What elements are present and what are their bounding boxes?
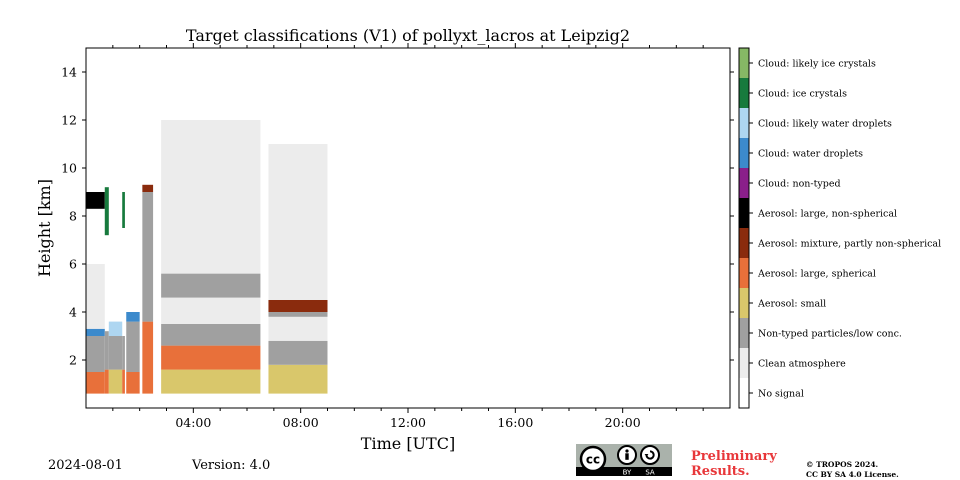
y-tick-label: 6 (69, 257, 77, 272)
svg-text:SA: SA (645, 469, 655, 477)
y-tick-label: 8 (69, 209, 77, 224)
y-tick-label: 10 (61, 161, 77, 176)
preliminary-notice: Preliminary Results. (691, 449, 777, 479)
colorbar-swatch (739, 318, 749, 348)
segment-3-layer-1 (122, 336, 125, 370)
segment-1-layer-0 (104, 369, 109, 394)
segment-5-layer-2 (142, 184, 154, 192)
colorbar-swatch (739, 138, 749, 168)
y-tick-label: 14 (61, 65, 77, 80)
segment-2-layer-2 (108, 321, 123, 336)
colorbar-label: Aerosol: large, spherical (757, 269, 876, 280)
y-tick-label: 4 (69, 305, 77, 320)
x-axis-label: Time [UTC] (361, 434, 455, 453)
segment-4-layer-2 (126, 312, 140, 322)
segment-2-layer-0 (108, 369, 123, 394)
footer-version: Version: 4.0 (192, 458, 271, 473)
segment-0-layer-3 (86, 264, 105, 329)
x-tick-label: 20:00 (605, 415, 641, 430)
preliminary-line2: Results. (691, 464, 750, 479)
segment-5-layer-1 (142, 192, 154, 322)
x-tick-label: 08:00 (283, 415, 319, 430)
colorbar-swatch (739, 288, 749, 318)
svg-text:cc: cc (586, 453, 600, 467)
segment-7-layer-2 (268, 316, 328, 341)
segment-7-layer-0 (268, 364, 328, 394)
segment-4-layer-1 (126, 321, 140, 372)
x-tick-label: 16:00 (497, 415, 533, 430)
colorbar-swatch (739, 348, 749, 378)
colorbar-swatch (739, 258, 749, 288)
colorbar-label: Aerosol: small (757, 299, 826, 310)
x-tick-label: 12:00 (390, 415, 426, 430)
copyright-notice: © TROPOS 2024. CC BY SA 4.0 License. (806, 460, 899, 480)
colorbar-swatch (739, 168, 749, 198)
footer-date: 2024-08-01 (48, 458, 123, 473)
colorbar-swatch (739, 78, 749, 108)
class-colorbar: No signal Clean atmosphere Non-typed parti… (738, 47, 941, 409)
colorbar-swatch (739, 48, 749, 78)
segment-2-layer-1 (108, 336, 123, 370)
svg-text:BY: BY (623, 469, 632, 477)
segment-7-layer-1 (268, 340, 328, 365)
preliminary-line1: Preliminary (691, 449, 777, 464)
cc-by-sa-icon: cc BY SA (576, 444, 672, 476)
y-axis-label: Height [km] (35, 179, 54, 277)
colorbar-label: Cloud: likely ice crystals (758, 59, 876, 70)
segment-0-layer-2 (86, 328, 105, 336)
chart-title: Target classifications (V1) of pollyxt_l… (186, 26, 630, 45)
x-axis: 04:00 08:00 12:00 16:00 20:00 (112, 43, 704, 430)
copyright-line1: © TROPOS 2024. (806, 460, 879, 469)
segment-4-layer-0 (126, 372, 140, 394)
segment-0-layer-4 (86, 192, 105, 209)
colorbar-swatch (739, 198, 749, 228)
segment-1-layer-1 (104, 331, 109, 370)
segment-6-layer-1 (161, 345, 261, 370)
colorbar-label: Aerosol: large, non-spherical (757, 209, 897, 220)
segment-6-layer-2 (161, 324, 261, 346)
copyright-line2: CC BY SA 4.0 License. (806, 470, 899, 479)
colorbar-label: Cloud: ice crystals (758, 89, 847, 100)
colorbar-swatch (739, 378, 749, 408)
segment-3-layer-0 (122, 369, 125, 394)
colorbar-swatch (739, 108, 749, 138)
colorbar-label: Cloud: non-typed (758, 179, 841, 190)
segment-6-layer-0 (161, 369, 261, 394)
y-axis: 2 4 6 8 10 12 14 (61, 65, 734, 368)
segment-3-layer-2 (122, 192, 125, 228)
segment-0-layer-0 (86, 372, 105, 394)
colorbar-label: Non-typed particles/low conc. (758, 329, 902, 340)
colorbar-frame (738, 47, 750, 409)
segment-6-layer-4 (161, 273, 261, 298)
segment-5-layer-0 (142, 321, 154, 394)
colorbar-label: Aerosol: mixture, partly non-spherical (757, 239, 941, 250)
y-tick-label: 12 (61, 113, 77, 128)
colorbar-label: Cloud: likely water droplets (758, 119, 892, 130)
colorbar-label: Cloud: water droplets (758, 149, 863, 160)
colorbar-label: Clean atmosphere (758, 359, 846, 370)
segment-0-layer-1 (86, 336, 105, 372)
segment-6-layer-3 (161, 297, 261, 324)
colorbar-swatch (739, 228, 749, 258)
segment-7-layer-5 (268, 144, 328, 300)
segment-6-layer-5 (161, 120, 261, 274)
segment-1-layer-2 (104, 187, 109, 236)
segment-7-layer-4 (268, 300, 328, 312)
plot-data-area (86, 120, 328, 394)
colorbar-label: No signal (758, 389, 804, 400)
x-tick-label: 04:00 (175, 415, 211, 430)
y-tick-label: 2 (69, 353, 77, 368)
